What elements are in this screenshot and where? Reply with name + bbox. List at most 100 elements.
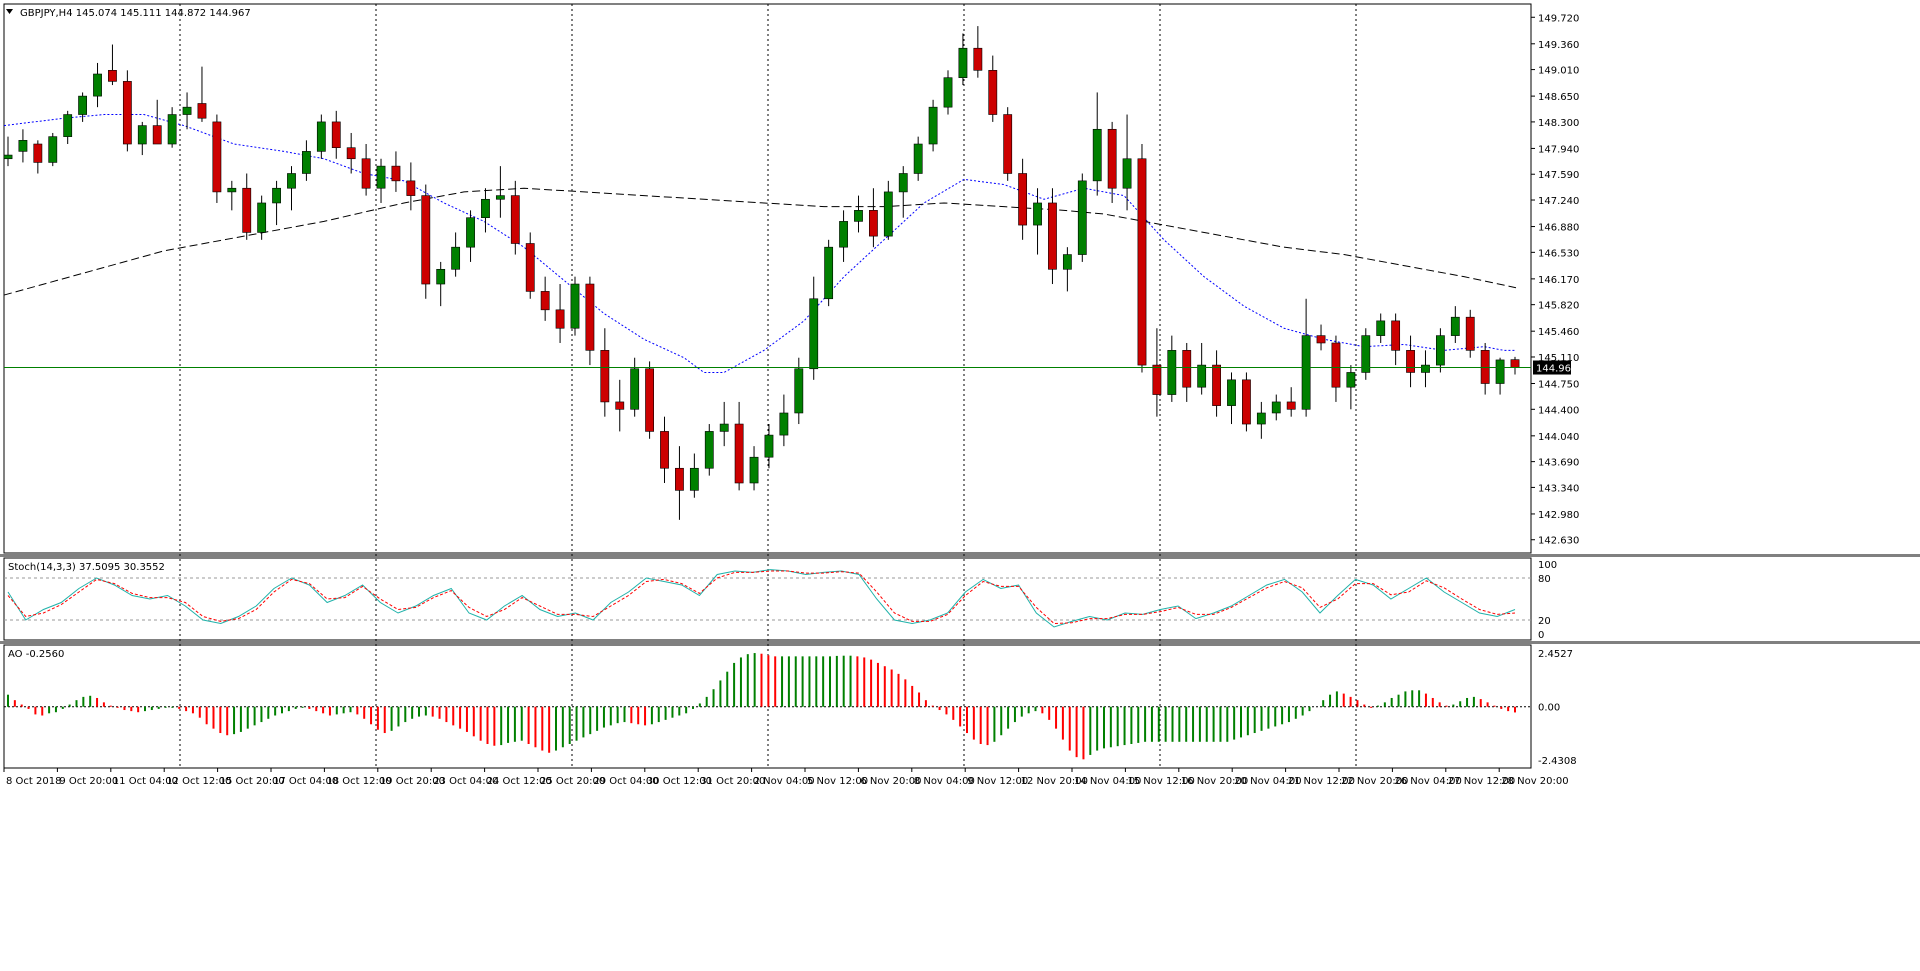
ao-tick-label: 2.4527 xyxy=(1538,649,1573,660)
candle-body xyxy=(1465,316,1475,351)
candle-body xyxy=(93,73,102,97)
candle xyxy=(719,401,729,447)
candle-body xyxy=(1391,320,1401,351)
candle xyxy=(600,328,610,417)
candle-body xyxy=(466,217,475,248)
candle-body xyxy=(421,195,431,285)
candle-body xyxy=(824,246,834,300)
candle-body xyxy=(988,70,998,115)
candle-body xyxy=(1167,350,1177,395)
candle xyxy=(137,121,147,156)
candle-body xyxy=(137,125,147,145)
candle xyxy=(48,132,58,167)
candle xyxy=(1227,372,1236,425)
price-tick-label: 147.240 xyxy=(1538,196,1579,207)
candle-body xyxy=(167,114,177,145)
candle-body xyxy=(48,136,58,163)
candle-body xyxy=(1286,401,1296,410)
candle xyxy=(585,276,595,366)
price-tick-label: 146.880 xyxy=(1538,223,1579,234)
ao-panel[interactable]: 2.4527 0.00 -2.4308 AO -0.2560 xyxy=(4,649,1577,767)
stoch-d-line xyxy=(7,570,1516,625)
candle-body xyxy=(346,147,356,160)
candle xyxy=(451,232,461,277)
candle-body xyxy=(1406,350,1415,373)
candle xyxy=(122,70,132,152)
candle-body xyxy=(615,401,625,410)
candle-body xyxy=(749,456,759,484)
candle-body xyxy=(734,423,744,484)
price-tick-label: 144.750 xyxy=(1538,380,1579,391)
price-tick-label: 145.460 xyxy=(1538,327,1579,338)
candle-body xyxy=(1346,372,1356,388)
candle-body xyxy=(1376,320,1386,336)
price-tick-label: 144.400 xyxy=(1538,405,1579,416)
time-tick-label: 17 Oct 04:00 xyxy=(273,776,338,787)
candle xyxy=(928,99,938,152)
candle xyxy=(1421,350,1430,388)
candle xyxy=(973,26,983,78)
candle-body xyxy=(1048,202,1057,270)
candle xyxy=(391,151,401,192)
candle-body xyxy=(779,412,789,436)
candle xyxy=(1092,92,1102,196)
candle xyxy=(615,379,625,432)
candle-body xyxy=(1361,335,1371,373)
candle xyxy=(287,166,296,211)
candle-body xyxy=(361,158,371,189)
candle-body xyxy=(1062,254,1072,270)
candle-body xyxy=(1256,412,1266,425)
candle xyxy=(1465,309,1475,358)
candle-body xyxy=(108,70,117,82)
candle-body xyxy=(257,202,267,233)
candle-body xyxy=(1122,158,1132,189)
price-tick-label: 149.360 xyxy=(1538,40,1579,51)
candle xyxy=(316,114,326,159)
time-tick-label: 2 Nov 04:00 xyxy=(754,776,815,787)
candle xyxy=(63,110,73,145)
candle xyxy=(749,446,759,491)
candle xyxy=(346,132,356,174)
candle-body xyxy=(913,143,923,174)
price-tick-label: 147.590 xyxy=(1538,170,1579,181)
candle xyxy=(1107,121,1117,203)
time-tick-label: 5 Nov 12:00 xyxy=(807,776,868,787)
time-tick-label: 24 Oct 12:00 xyxy=(487,776,552,787)
candle-body xyxy=(928,106,938,145)
candle-body xyxy=(63,114,73,137)
candle xyxy=(406,162,416,211)
candle xyxy=(167,107,177,148)
candle xyxy=(1256,401,1266,439)
chart-menu-triangle-icon[interactable] xyxy=(6,9,13,14)
candle xyxy=(152,99,162,145)
time-tick-label: 6 Nov 20:00 xyxy=(860,776,921,787)
time-tick-label: 15 Nov 12:00 xyxy=(1127,776,1194,787)
candle-body xyxy=(197,103,207,119)
candle xyxy=(1450,306,1460,343)
candle xyxy=(1346,365,1356,410)
stoch-title: Stoch(14,3,3) 37.5095 30.3552 xyxy=(8,562,165,573)
candle xyxy=(1242,372,1251,432)
candle xyxy=(3,136,13,167)
candle xyxy=(1495,357,1505,395)
candle-body xyxy=(316,121,326,152)
candle xyxy=(839,210,848,262)
time-tick-label: 22 Nov 20:00 xyxy=(1341,776,1408,787)
candle-body xyxy=(525,243,535,292)
stochastic-panel[interactable]: 100 80 20 0 Stoch(14,3,3) 37.5095 30.3552 xyxy=(4,560,1557,641)
candle xyxy=(436,261,446,307)
candle-body xyxy=(1033,202,1042,226)
candle-body xyxy=(122,81,132,145)
candle xyxy=(1406,335,1415,388)
candle xyxy=(869,188,878,248)
candle-body xyxy=(1510,359,1520,368)
price-panel[interactable] xyxy=(3,26,1531,520)
candle xyxy=(1286,387,1296,417)
candle-body xyxy=(958,47,968,78)
candle xyxy=(794,357,804,425)
candle xyxy=(1212,350,1221,417)
candle-body xyxy=(809,298,819,370)
candle-body xyxy=(1227,379,1236,406)
